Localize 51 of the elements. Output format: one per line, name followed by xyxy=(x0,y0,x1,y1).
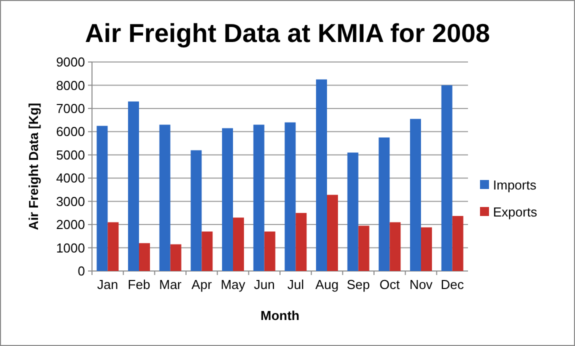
bar xyxy=(410,118,421,271)
bar xyxy=(347,152,358,271)
y-tick-label: 5000 xyxy=(56,147,85,162)
bar xyxy=(128,101,139,271)
bar xyxy=(264,232,276,271)
bar xyxy=(316,79,327,271)
bar xyxy=(378,137,390,271)
x-tick-label: Jun xyxy=(254,277,275,292)
y-tick-label: 2000 xyxy=(56,217,85,232)
y-axis-title: Air Freight Data [Kg] xyxy=(26,102,41,230)
bar xyxy=(170,244,182,271)
bar xyxy=(441,85,452,271)
y-tick-label: 7000 xyxy=(56,100,85,116)
x-tick-label: Oct xyxy=(380,277,400,292)
x-tick-label: Jan xyxy=(97,277,118,292)
y-tick-label: 3000 xyxy=(56,194,85,209)
y-tick-label: 8000 xyxy=(56,78,85,93)
bar xyxy=(284,122,296,271)
bar xyxy=(159,124,170,271)
x-tick-label: Aug xyxy=(315,277,339,292)
bar xyxy=(108,222,119,271)
y-tick-label: 9000 xyxy=(56,54,85,70)
x-tick-label: Dec xyxy=(440,277,464,292)
bar xyxy=(96,126,108,271)
bar xyxy=(296,212,307,271)
chart-title: Air Freight Data at KMIA for 2008 xyxy=(84,18,490,48)
x-tick-label: Mar xyxy=(159,277,182,292)
bar xyxy=(390,222,401,271)
x-tick-label: May xyxy=(220,277,246,292)
x-tick-label: Nov xyxy=(409,277,434,292)
y-tick-label: 4000 xyxy=(56,170,85,186)
legend-label: Exports xyxy=(493,204,538,220)
x-tick-label: Feb xyxy=(128,277,150,292)
x-axis-title: Month xyxy=(260,308,300,323)
bar xyxy=(327,194,338,271)
legend-label: Imports xyxy=(493,178,537,193)
bar xyxy=(358,226,370,271)
bar xyxy=(253,124,264,271)
bar xyxy=(139,243,150,271)
x-tick-label: Apr xyxy=(192,277,212,292)
x-tick-label: Sep xyxy=(346,277,370,292)
y-tick-label: 6000 xyxy=(56,124,85,140)
y-tick-label: 0 xyxy=(78,264,85,279)
bar xyxy=(202,232,213,271)
bar xyxy=(233,218,244,271)
bar xyxy=(222,128,233,271)
x-tick-label: Jul xyxy=(287,277,304,292)
bar xyxy=(190,150,202,271)
bar xyxy=(452,216,464,271)
bar xyxy=(421,227,432,271)
y-tick-label: 1000 xyxy=(56,240,85,256)
